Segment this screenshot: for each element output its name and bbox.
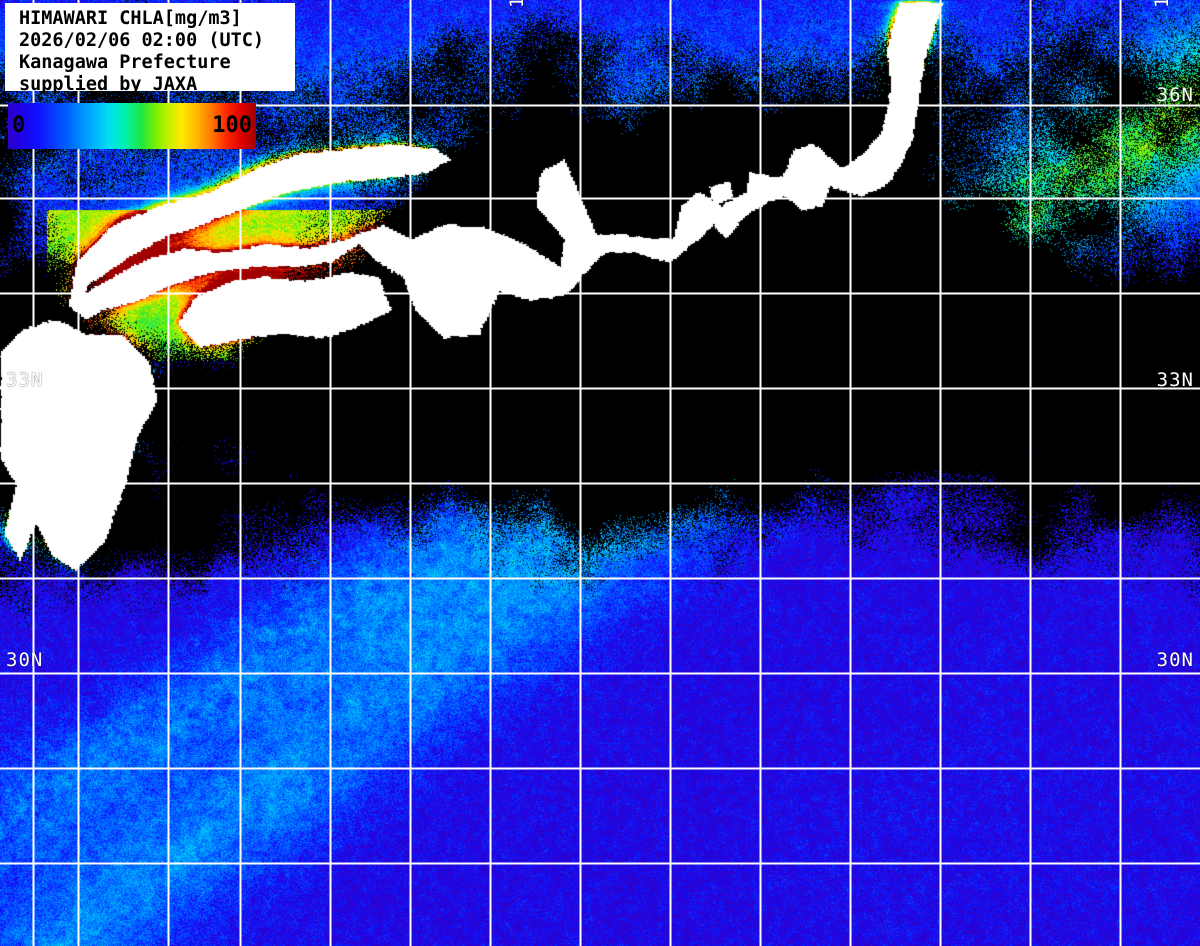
lat-label: 33N — [1156, 369, 1194, 391]
colorbar-gradient — [8, 103, 256, 149]
colorbar-max-label: 100 — [212, 113, 252, 138]
colorbar-min-label: 0 — [12, 113, 26, 138]
lat-label: 30N — [6, 649, 44, 671]
colorbar: 0 100 — [8, 103, 256, 149]
lat-label: 30N — [1156, 649, 1194, 671]
title-line-source: supplied by JAXA — [19, 74, 198, 95]
lat-label: 36N — [1156, 84, 1194, 106]
lon-label: 144E — [1151, 0, 1173, 8]
title-line-datetime: 2026/02/06 02:00 (UTC) — [19, 30, 265, 51]
lat-label: 33N — [6, 369, 44, 391]
title-line-provider: Kanagawa Prefecture — [19, 52, 231, 73]
lon-label: 136E — [506, 0, 528, 8]
title-line-product: HIMAWARI CHLA[mg/m3] — [19, 8, 242, 29]
title-card: HIMAWARI CHLA[mg/m3] 2026/02/06 02:00 (U… — [5, 3, 295, 95]
